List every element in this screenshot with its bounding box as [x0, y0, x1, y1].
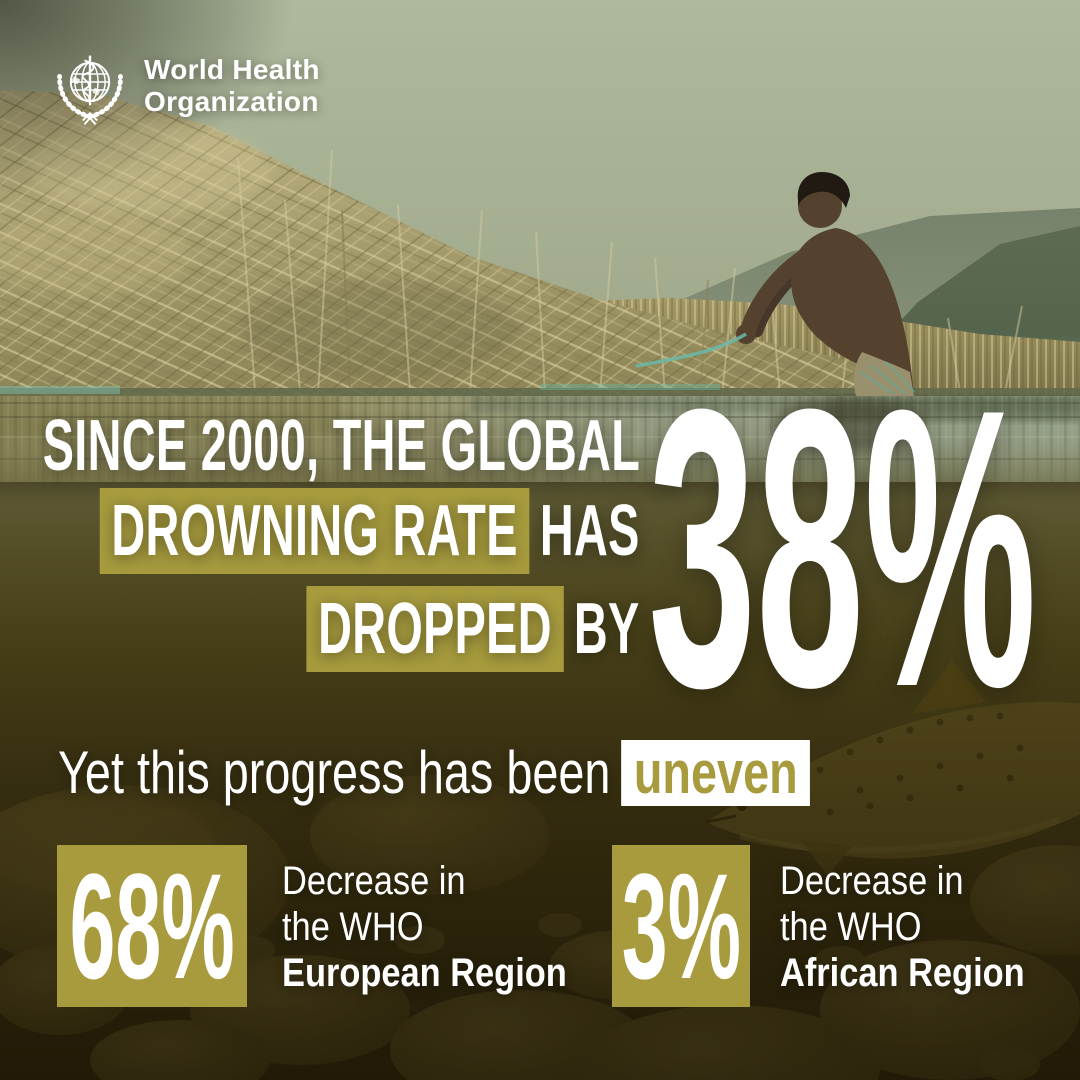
- headline-block: SINCE 2000, THE GLOBAL DROWNING RATE HAS …: [0, 409, 640, 672]
- who-logo: World Health Organization: [50, 44, 320, 128]
- highlight-dropped: DROPPED: [306, 586, 564, 672]
- headline-line2: DROWNING RATE HAS: [0, 488, 640, 574]
- who-logo-text: World Health Organization: [144, 54, 320, 118]
- highlight-drowning-rate: DROWNING RATE: [100, 488, 530, 574]
- stat-box-african: 3%: [612, 845, 750, 1007]
- stat-label-african: Decrease in the WHO African Region: [780, 859, 1025, 995]
- who-emblem-icon: [57, 55, 123, 126]
- logo-text-line1: World Health: [144, 54, 320, 85]
- subheadline: Yet this progress has been uneven: [58, 740, 1022, 806]
- headline-line3-suffix: BY: [574, 589, 640, 669]
- stat-value-african: 3%: [621, 842, 741, 1010]
- stat-label-european: Decrease in the WHO European Region: [282, 859, 567, 995]
- headline-line1: SINCE 2000, THE GLOBAL: [42, 406, 640, 486]
- stat-value-european: 68%: [69, 842, 235, 1010]
- logo-text-line2: Organization: [144, 86, 319, 117]
- big-stat-38: 38%: [648, 327, 1037, 769]
- subheadline-text: Yet this progress has been: [58, 739, 611, 806]
- headline-line2-suffix: HAS: [540, 491, 640, 571]
- highlight-uneven: uneven: [621, 740, 811, 806]
- stat-box-european: 68%: [57, 845, 247, 1007]
- headline-line3: DROPPED BY: [0, 586, 640, 672]
